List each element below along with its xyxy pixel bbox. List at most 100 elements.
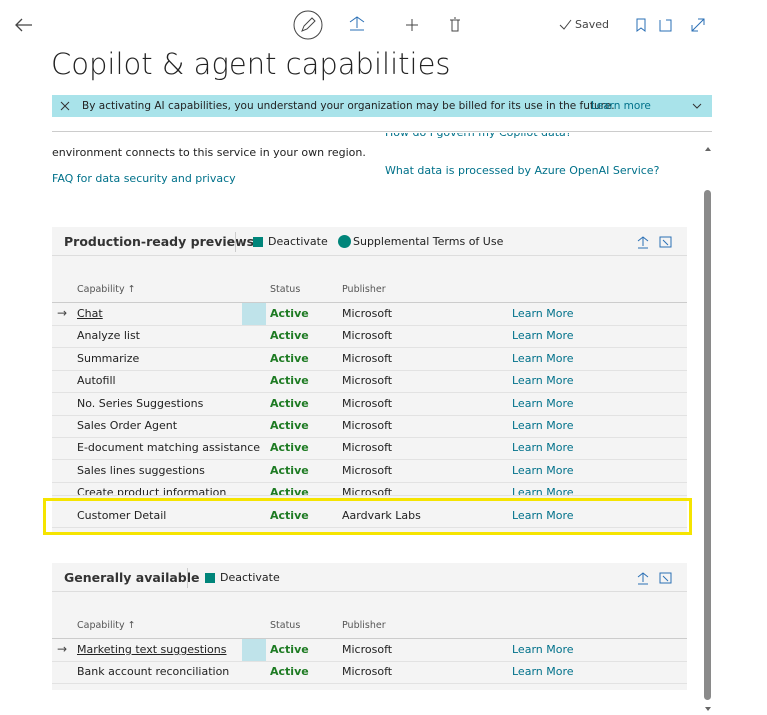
column-header: Capability ↑ xyxy=(77,620,136,631)
capability-name[interactable]: Chat xyxy=(77,307,103,320)
status: Active xyxy=(270,486,309,497)
table-row[interactable]: Bank account reconciliation Active Microso… xyxy=(52,661,687,685)
section-icons[interactable] xyxy=(637,235,677,249)
column-header: Capability ↑ xyxy=(77,284,136,295)
capability-name[interactable]: Analyze list xyxy=(77,329,140,343)
table-row[interactable]: No. Series Suggestions Active Microsoft Lea… xyxy=(52,393,687,416)
learn-more-link[interactable]: Learn More xyxy=(512,665,574,679)
learn-more-link[interactable]: Learn More xyxy=(512,508,574,522)
row-menu xyxy=(242,303,266,325)
publisher: Microsoft xyxy=(342,643,393,656)
section-card: Generally available Deactivate Capability … xyxy=(52,563,687,690)
page-title: Copilot & agent capabilities xyxy=(51,47,451,81)
publisher: Microsoft xyxy=(342,441,393,455)
column-header: Status xyxy=(270,620,301,631)
section-card: Production-ready previews Deactivate Suppl… xyxy=(52,227,687,535)
row-line xyxy=(52,638,687,639)
publisher: Microsoft xyxy=(342,329,393,343)
bookmark-icon[interactable] xyxy=(636,18,646,32)
status: Active xyxy=(270,351,309,365)
intro-link[interactable]: FAQ for data security and privacy xyxy=(52,172,236,185)
open-new-icon[interactable] xyxy=(659,19,672,32)
intro-text: environment connects to this service in … xyxy=(52,146,366,159)
table-row[interactable]: → Marketing text suggestions Active Microso… xyxy=(52,639,687,662)
table-row[interactable]: Create product information Active Microsof… xyxy=(52,482,687,497)
capability-name[interactable]: E-document matching assistance xyxy=(77,441,261,455)
toolbar-icons xyxy=(15,10,705,40)
table-row[interactable]: Summarize Active Microsoft Learn More xyxy=(52,348,687,371)
table-row[interactable]: E-document matching assistance Active Micr… xyxy=(52,437,687,461)
saved-status: Saved xyxy=(575,18,609,31)
column-header: Publisher xyxy=(342,620,386,631)
capability-name[interactable]: Sales lines suggestions xyxy=(77,463,205,477)
row-menu xyxy=(242,639,266,661)
learn-more-link[interactable]: Learn More xyxy=(512,441,574,455)
banner-text: By activating AI capabilities, you under… xyxy=(82,100,615,112)
back-icon[interactable] xyxy=(15,18,32,32)
status: Active xyxy=(270,665,309,679)
publisher: Microsoft xyxy=(342,419,393,432)
table-row[interactable]: Customer Detail Active Aardvark Labs Learn … xyxy=(52,504,687,528)
learn-more-link[interactable]: Learn More xyxy=(512,463,574,477)
capability-name[interactable]: Summarize xyxy=(77,351,140,365)
table-row[interactable]: Sales Order Agent Active Microsoft Learn Mo… xyxy=(52,415,687,438)
share-icon[interactable] xyxy=(349,16,365,31)
capability-name[interactable]: Create product information xyxy=(77,486,227,497)
table-row[interactable]: Analyze list Active Microsoft Learn More xyxy=(52,325,687,349)
learn-more-link[interactable]: Learn More xyxy=(512,374,574,388)
section-icons[interactable] xyxy=(637,571,677,585)
learn-more-link[interactable]: Learn More xyxy=(512,486,574,497)
content: How do I govern my Copilot data? environ… xyxy=(0,133,700,715)
publisher: Aardvark Labs xyxy=(342,508,421,522)
info-banner: By activating AI capabilities, you under… xyxy=(52,95,712,117)
saved-icon xyxy=(559,19,572,30)
capability-name[interactable]: Sales Order Agent xyxy=(77,419,178,432)
status: Active xyxy=(270,374,309,388)
new-icon[interactable] xyxy=(406,19,418,31)
capability-name[interactable]: Bank account reconciliation xyxy=(77,665,230,679)
publisher: Microsoft xyxy=(342,307,393,320)
separator xyxy=(235,232,236,252)
scrollbar[interactable] xyxy=(704,190,711,700)
action-button[interactable]: Supplemental Terms of Use xyxy=(353,235,504,248)
status: Active xyxy=(270,508,309,522)
publisher: Microsoft xyxy=(342,351,393,365)
table-row[interactable]: Sales lines suggestions Active Microsoft Le… xyxy=(52,460,687,483)
scroll-arrows xyxy=(705,147,711,711)
capability-name[interactable]: Marketing text suggestions xyxy=(77,643,227,656)
capability-name[interactable]: No. Series Suggestions xyxy=(77,396,204,410)
status: Active xyxy=(270,329,309,343)
status: Active xyxy=(270,396,309,410)
row-line xyxy=(52,302,687,303)
status: Active xyxy=(270,463,309,477)
expand-icon[interactable] xyxy=(691,18,705,32)
publisher: Microsoft xyxy=(342,396,393,410)
table-row[interactable]: → Chat Active Microsoft Learn More xyxy=(52,303,687,326)
action-icon xyxy=(205,573,215,583)
delete-icon[interactable] xyxy=(450,17,460,32)
banner-link[interactable]: Learn more xyxy=(591,100,651,112)
info-icon xyxy=(338,235,351,248)
action-button[interactable]: Deactivate xyxy=(220,571,280,584)
section-title: Generally available xyxy=(64,570,200,585)
learn-more-link[interactable]: Learn More xyxy=(512,419,574,432)
edit-icon[interactable] xyxy=(293,10,323,40)
learn-more-link[interactable]: Learn More xyxy=(512,307,574,320)
intro-link[interactable]: How do I govern my Copilot data? xyxy=(385,133,572,142)
action-icon xyxy=(253,237,263,247)
highlight-box xyxy=(43,498,692,535)
header-line xyxy=(52,255,687,256)
action-button[interactable]: Deactivate xyxy=(268,235,328,248)
column-header: Publisher xyxy=(342,284,386,295)
learn-more-link[interactable]: Learn More xyxy=(512,351,574,365)
capability-name[interactable]: Customer Detail xyxy=(77,508,167,522)
intro-link[interactable]: What data is processed by Azure OpenAI S… xyxy=(385,164,660,177)
separator xyxy=(187,568,188,588)
table-row[interactable]: Autofill Active Microsoft Learn More xyxy=(52,370,687,394)
learn-more-link[interactable]: Learn More xyxy=(512,329,574,343)
learn-more-link[interactable]: Learn More xyxy=(512,396,574,410)
learn-more-link[interactable]: Learn More xyxy=(512,643,574,656)
publisher: Microsoft xyxy=(342,665,393,679)
capability-name[interactable]: Autofill xyxy=(77,374,116,388)
